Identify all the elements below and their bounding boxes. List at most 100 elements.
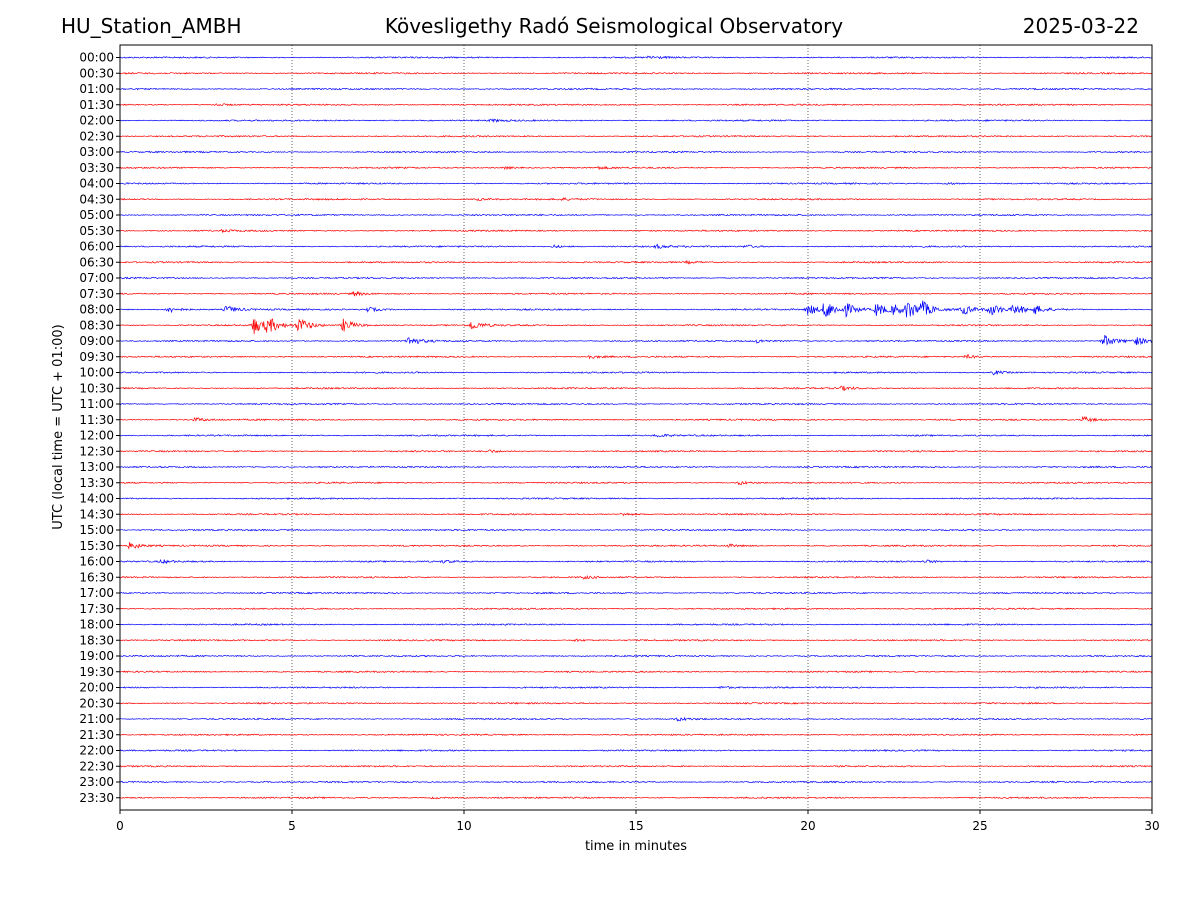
seismic-trace bbox=[119, 433, 1153, 438]
trace-layer bbox=[119, 55, 1153, 800]
seismic-trace bbox=[119, 512, 1153, 517]
seismic-trace bbox=[119, 591, 1153, 595]
y-tick-label: 07:00 bbox=[79, 271, 114, 285]
y-tick-label: 02:00 bbox=[79, 114, 114, 128]
grid-layer bbox=[291, 45, 981, 810]
x-axis: 0 5 10 15 20 25 30 bbox=[116, 810, 1160, 833]
seismic-trace bbox=[119, 87, 1153, 91]
seismic-trace bbox=[119, 607, 1153, 611]
y-tick-label: 02:30 bbox=[79, 129, 114, 143]
seismic-trace bbox=[119, 780, 1153, 784]
seismic-trace bbox=[119, 228, 1153, 234]
seismic-trace bbox=[119, 558, 1153, 565]
y-tick-label: 15:30 bbox=[79, 539, 114, 553]
seismic-trace bbox=[119, 764, 1153, 768]
y-tick-label: 21:30 bbox=[79, 728, 114, 742]
seismic-trace bbox=[119, 638, 1153, 643]
x-tick-label: 15 bbox=[628, 819, 643, 833]
y-tick-label: 23:00 bbox=[79, 775, 114, 789]
y-tick-label: 19:30 bbox=[79, 665, 114, 679]
y-tick-label: 14:00 bbox=[79, 492, 114, 506]
y-tick-label: 03:00 bbox=[79, 145, 114, 159]
seismic-trace bbox=[119, 733, 1153, 737]
y-tick-label: 15:00 bbox=[79, 523, 114, 537]
y-tick-label: 08:30 bbox=[79, 318, 114, 332]
seismic-trace bbox=[119, 716, 1153, 722]
seismic-trace bbox=[119, 465, 1153, 469]
seismic-trace bbox=[119, 71, 1153, 75]
y-tick-label: 05:00 bbox=[79, 208, 114, 222]
y-tick-label: 04:00 bbox=[79, 177, 114, 191]
y-tick-label: 22:00 bbox=[79, 744, 114, 758]
seismic-trace bbox=[119, 497, 1153, 500]
y-tick-label: 14:30 bbox=[79, 507, 114, 521]
seismic-trace bbox=[119, 415, 1153, 423]
y-tick-label: 12:00 bbox=[79, 429, 114, 443]
seismic-trace bbox=[119, 150, 1153, 154]
y-tick-label: 00:30 bbox=[79, 66, 114, 80]
seismic-trace bbox=[119, 701, 1153, 705]
seismic-trace bbox=[119, 654, 1153, 658]
seismic-trace bbox=[119, 623, 1153, 626]
seismic-trace bbox=[119, 385, 1153, 392]
seismic-trace bbox=[119, 243, 1153, 250]
seismic-trace bbox=[119, 118, 1153, 123]
seismic-trace bbox=[119, 354, 1153, 360]
y-tick-label: 04:30 bbox=[79, 192, 114, 206]
y-tick-label: 13:30 bbox=[79, 476, 114, 490]
seismic-trace bbox=[119, 334, 1153, 346]
y-tick-label: 09:00 bbox=[79, 334, 114, 348]
seismic-trace bbox=[119, 134, 1153, 138]
y-tick-label: 03:30 bbox=[79, 161, 114, 175]
x-tick-label: 20 bbox=[800, 819, 815, 833]
y-tick-label: 10:30 bbox=[79, 381, 114, 395]
seismic-trace bbox=[119, 670, 1153, 674]
y-tick-label: 17:30 bbox=[79, 602, 114, 616]
seismic-trace bbox=[119, 165, 1153, 171]
seismic-trace bbox=[119, 749, 1153, 753]
y-tick-label: 18:30 bbox=[79, 633, 114, 647]
y-tick-label: 22:30 bbox=[79, 759, 114, 773]
y-tick-label: 23:30 bbox=[79, 791, 114, 805]
seismic-trace bbox=[119, 197, 1153, 202]
y-tick-label: 06:00 bbox=[79, 240, 114, 254]
seismic-trace bbox=[119, 402, 1153, 406]
y-tick-label: 21:00 bbox=[79, 712, 114, 726]
y-tick-label: 00:00 bbox=[79, 51, 114, 65]
y-tick-label: 01:30 bbox=[79, 98, 114, 112]
seismic-trace bbox=[119, 796, 1153, 800]
seismic-trace bbox=[119, 370, 1153, 376]
y-tick-label: 12:30 bbox=[79, 444, 114, 458]
y-tick-label: 19:00 bbox=[79, 649, 114, 663]
station-name: HU_Station_AMBH bbox=[61, 14, 242, 38]
y-tick-label: 08:00 bbox=[79, 303, 114, 317]
y-tick-label: 16:30 bbox=[79, 570, 114, 584]
y-tick-label: 18:00 bbox=[79, 618, 114, 632]
y-tick-label: 17:00 bbox=[79, 586, 114, 600]
y-tick-label: 16:00 bbox=[79, 555, 114, 569]
x-axis-label: time in minutes bbox=[585, 839, 687, 854]
date-label: 2025-03-22 bbox=[1022, 14, 1139, 38]
seismic-trace bbox=[119, 542, 1153, 550]
y-tick-label: 13:00 bbox=[79, 460, 114, 474]
seismic-trace bbox=[119, 480, 1153, 486]
x-tick-label: 30 bbox=[1144, 819, 1159, 833]
x-tick-label: 25 bbox=[972, 819, 987, 833]
x-tick-label: 0 bbox=[116, 819, 124, 833]
observatory-title: Kövesligethy Radó Seismological Observat… bbox=[384, 14, 844, 38]
y-tick-label: 05:30 bbox=[79, 224, 114, 238]
seismic-trace bbox=[119, 685, 1153, 690]
seismic-trace bbox=[119, 528, 1153, 532]
y-tick-label: 10:00 bbox=[79, 366, 114, 380]
x-tick-label: 5 bbox=[288, 819, 296, 833]
y-tick-label: 11:00 bbox=[79, 397, 114, 411]
y-tick-label: 01:00 bbox=[79, 82, 114, 96]
seismic-trace bbox=[119, 318, 1153, 335]
seismic-trace bbox=[119, 300, 1153, 318]
seismic-trace bbox=[119, 259, 1153, 265]
seismic-trace bbox=[119, 574, 1153, 580]
y-tick-label: 20:00 bbox=[79, 681, 114, 695]
seismic-trace bbox=[119, 55, 1153, 60]
